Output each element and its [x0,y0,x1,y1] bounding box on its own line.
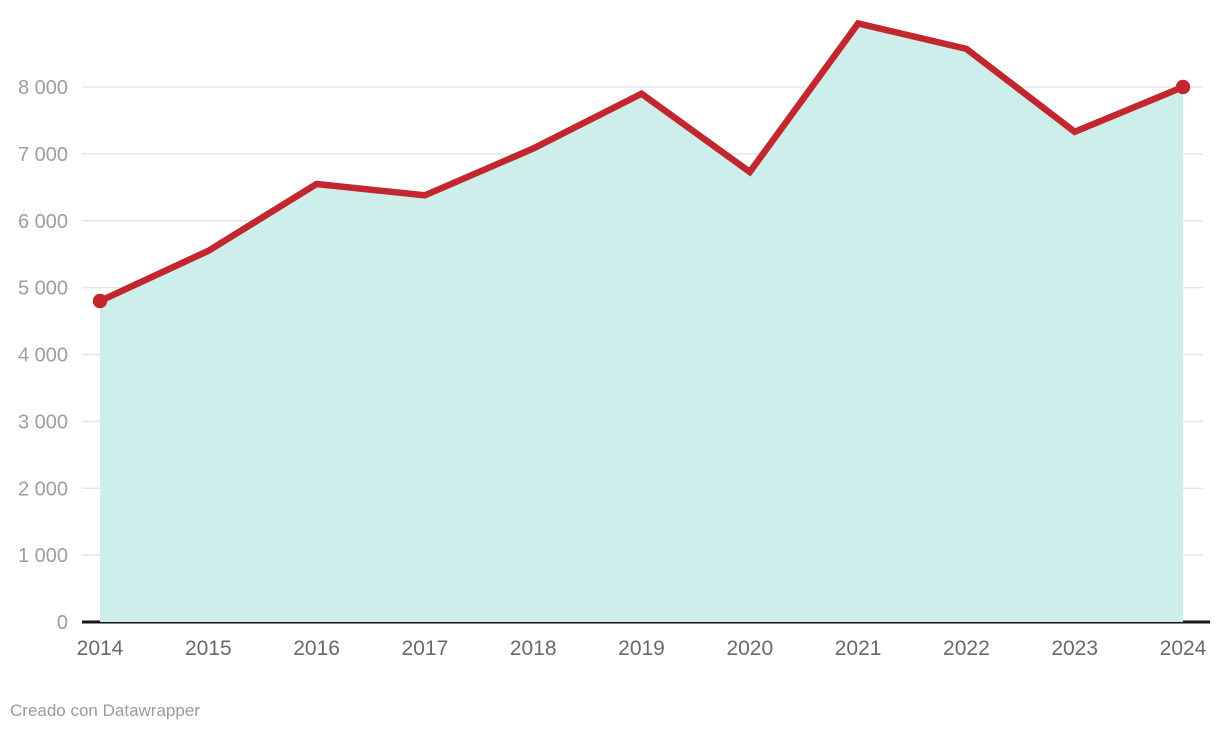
x-tick-label: 2024 [1160,637,1207,660]
x-tick-label: 2021 [835,637,882,660]
datawrapper-credit-link[interactable]: Creado con Datawrapper [10,701,200,720]
y-tick-label: 3 000 [18,411,68,433]
y-tick-label: 7 000 [18,144,68,166]
line-series-layer [98,19,1185,304]
x-tick-label: 2023 [1051,637,1098,660]
y-axis-labels: 0 1 000 2 000 3 000 4 000 5 000 6 000 7 000 8 00… [18,77,68,634]
y-tick-label: 1 000 [18,545,68,567]
data-point-marker-2014 [92,293,108,309]
x-tick-label: 2016 [293,637,340,660]
x-tick-label: 2017 [402,637,449,660]
y-tick-label: 4 000 [18,345,68,367]
y-tick-label: 5 000 [18,278,68,300]
x-tick-label: 2019 [618,637,665,660]
x-tick-label: 2020 [726,637,773,660]
y-tick-label: 2 000 [18,478,68,500]
data-point-marker-2024 [1175,79,1191,95]
x-tick-label: 2022 [943,637,990,660]
x-tick-label: 2014 [77,637,124,660]
x-tick-label: 2015 [185,637,232,660]
area-fill-layer [100,23,1183,622]
y-tick-label: 8 000 [18,77,68,99]
y-tick-label: 6 000 [18,211,68,233]
area-chart-canvas: 0 1 000 2 000 3 000 4 000 5 000 6 000 7 000 8 00… [18,19,1210,660]
x-tick-label: 2018 [510,637,557,660]
y-tick-label: 0 [57,612,68,634]
series-line [98,19,1185,304]
point-markers-layer [92,79,1191,309]
series-area-fill [100,23,1183,622]
x-axis-labels: 2014 2015 2016 2017 2018 2019 2020 2021 2022 2023… [77,637,1207,660]
